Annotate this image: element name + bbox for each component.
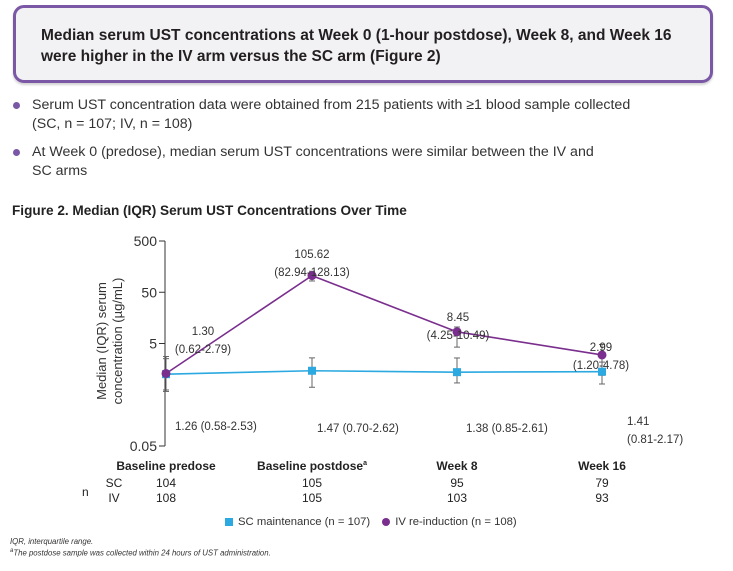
iv-data-label: (82.94-128.13): [274, 267, 350, 279]
sc-data-point: [598, 367, 606, 376]
footnote-abbreviation: IQR, interquartile range.: [10, 537, 94, 546]
callout-line-1: Median serum UST concentrations at Week …: [41, 27, 672, 44]
n-table-cell: 104: [156, 476, 176, 490]
concentration-chart: 500 50 5 0.05 Median (IQR) serum concentratio…: [82, 233, 683, 505]
iv-data-point: [597, 350, 607, 360]
y-axis-title-line: Median (IQR) serum: [94, 282, 109, 400]
y-tick-label: 0.05: [130, 438, 157, 454]
legend-label-iv: IV re-induction (n = 108): [395, 516, 517, 528]
legend-label-sc: SC maintenance (n = 107): [238, 516, 371, 528]
n-table-row-label: IV: [108, 491, 119, 505]
category-footnote-marker: a: [363, 460, 367, 467]
chart-legend: SC maintenance (n = 107) IV re-induction…: [225, 516, 529, 528]
circle-marker-icon: [382, 518, 391, 526]
y-axis-title-line: concentration (µg/mL): [110, 278, 125, 405]
legend-item-iv: IV re-induction (n = 108): [382, 516, 517, 528]
bullet-line: (SC, n = 107; IV, n = 108): [32, 116, 193, 132]
bullet-dot-icon: [13, 149, 20, 156]
sc-series-line: [165, 369, 603, 375]
bullet-dot-icon: [13, 102, 20, 109]
bullet-line: At Week 0 (predose), median serum UST co…: [32, 144, 594, 160]
iv-data-label: 8.45: [447, 312, 469, 324]
bullet-list: Serum UST concentration data were obtain…: [12, 96, 712, 190]
sc-data-point: [453, 368, 461, 377]
x-category-label: Week 8: [436, 459, 477, 473]
iv-data-point: [307, 271, 317, 281]
figure-title: Figure 2. Median (IQR) Serum UST Concent…: [12, 203, 407, 218]
x-category-label: Baseline postdosea: [257, 459, 367, 473]
sc-data-point: [308, 366, 316, 375]
bullet-item: At Week 0 (predose), median serum UST co…: [12, 143, 712, 181]
y-tick-label: 5: [149, 336, 157, 352]
iv-data-point: [452, 327, 462, 337]
footnote-marker: a: [10, 548, 14, 554]
y-tick-label: 50: [141, 284, 157, 300]
iv-data-point: [161, 368, 171, 378]
n-table-cell: 95: [450, 476, 464, 490]
sc-data-label: (0.81-2.17): [627, 434, 683, 446]
square-marker-icon: [225, 518, 233, 526]
sc-data-label: 1.47 (0.70-2.62): [317, 423, 399, 435]
sc-data-label: 1.38 (0.85-2.61): [466, 423, 548, 435]
n-table-cell: 105: [302, 491, 322, 505]
x-category-label: Baseline predose: [116, 459, 216, 473]
bullet-line: Serum UST concentration data were obtain…: [32, 97, 631, 113]
n-table-cell: 105: [302, 476, 322, 490]
iv-data-label: 105.62: [294, 249, 329, 261]
n-table-cell: 79: [595, 476, 609, 490]
iv-data-label: 2.99: [590, 342, 612, 354]
iv-data-label: (4.25-10.49): [427, 330, 490, 342]
x-category-label: Week 16: [578, 459, 626, 473]
callout-line-2: were higher in the IV arm versus the SC …: [41, 48, 441, 65]
iv-data-label: (1.20-4.78): [573, 360, 629, 372]
n-table-row-label: SC: [106, 476, 123, 490]
n-table-cell: 93: [595, 491, 609, 505]
sc-data-label: 1.41: [627, 416, 649, 428]
iv-data-label: 1.30: [192, 326, 214, 338]
bullet-line: SC arms: [32, 163, 88, 179]
n-table-cell: 103: [447, 491, 467, 505]
footnote-postdose: aThe postdose sample was collected withi…: [10, 548, 271, 558]
callout-text: Median serum UST concentrations at Week …: [41, 25, 691, 67]
legend-item-sc: SC maintenance (n = 107): [225, 516, 370, 528]
n-table-label: n: [82, 485, 89, 499]
n-table-cell: 108: [156, 491, 176, 505]
iv-data-label: (0.62-2.79): [175, 344, 231, 356]
iv-series-line: [165, 274, 603, 375]
sc-data-label: 1.26 (0.58-2.53): [175, 421, 257, 433]
y-tick-label: 500: [134, 233, 158, 249]
bullet-item: Serum UST concentration data were obtain…: [12, 96, 712, 134]
y-axis-title: Median (IQR) serum concentration (µg/mL): [94, 278, 125, 405]
footnote-text: The postdose sample was collected within…: [13, 548, 271, 558]
key-finding-callout: Median serum UST concentrations at Week …: [13, 5, 713, 83]
